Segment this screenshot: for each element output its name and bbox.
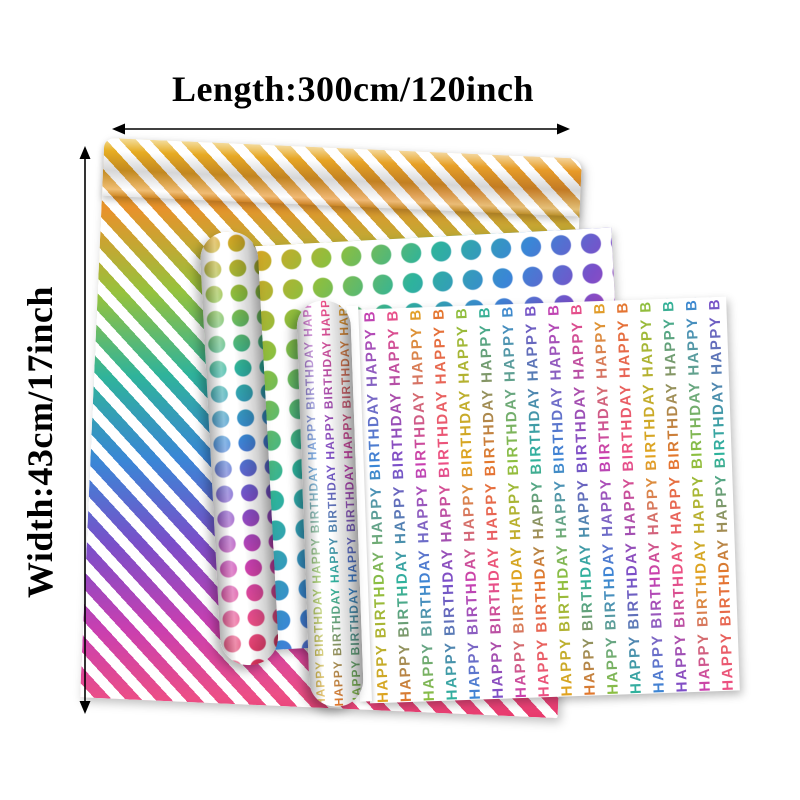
length-dimension-arrow <box>112 123 570 135</box>
birthday-sheet-pattern: HAPPY BIRTHDAY HAPPY BIRTHDAY HAPPY BIRT… <box>356 297 740 704</box>
happy-birthday-paper-sheet: HAPPY BIRTHDAY HAPPY BIRTHDAY HAPPY BIRT… <box>356 296 740 704</box>
width-dimension-arrow <box>79 146 91 714</box>
length-dimension-label: Length:300cm/120inch <box>171 69 534 109</box>
width-dimension-label: Width:43cm/17inch <box>20 286 60 598</box>
happy-birthday-wrapping-paper: HAPPY BIRTHDAY HAPPY BIRTHDAY HAPPY BIRT… <box>295 287 742 712</box>
